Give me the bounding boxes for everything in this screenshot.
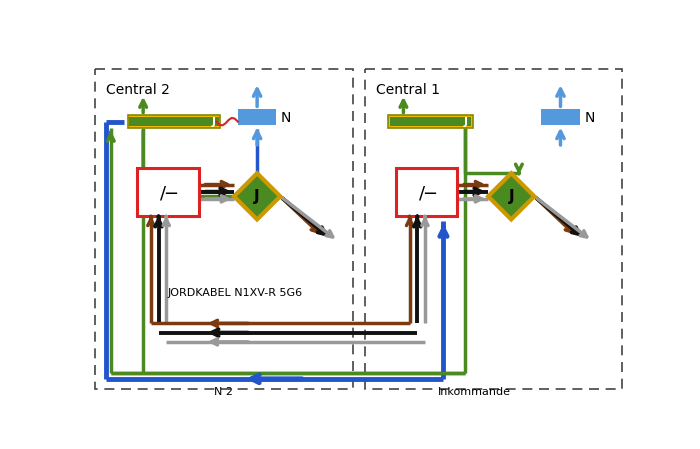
Bar (130, 117, 218, 126)
Bar (388, 115, 472, 128)
Text: J: J (464, 117, 468, 127)
Bar (389, 117, 471, 126)
Text: J: J (508, 189, 514, 204)
Text: J: J (211, 117, 216, 127)
Text: JORDKABEL N1XV-R 5G6: JORDKABEL N1XV-R 5G6 (168, 287, 303, 298)
Text: N: N (281, 111, 291, 125)
Bar (137, 168, 199, 216)
Bar (541, 109, 580, 125)
Polygon shape (488, 173, 534, 220)
Text: N 2: N 2 (214, 387, 234, 396)
Text: J: J (254, 189, 260, 204)
Bar (238, 109, 276, 125)
Bar (127, 115, 220, 128)
Text: Inkommande: Inkommande (438, 387, 511, 396)
Polygon shape (234, 173, 280, 220)
Text: $\,/\!\!-$: $\,/\!\!-$ (416, 184, 438, 202)
Text: $\,/\!\!-$: $\,/\!\!-$ (157, 184, 178, 202)
Text: Central 2: Central 2 (106, 83, 170, 97)
Bar (395, 168, 457, 216)
Text: Central 1: Central 1 (376, 83, 440, 97)
Text: N: N (584, 111, 595, 125)
